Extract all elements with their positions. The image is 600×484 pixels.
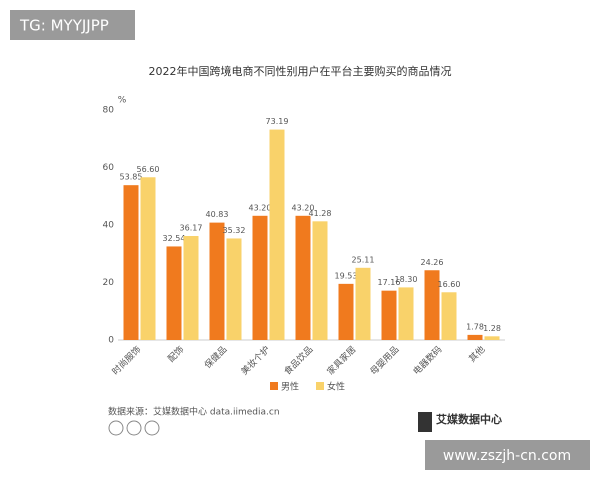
bar (123, 185, 139, 340)
value-label: 25.11 (352, 255, 375, 264)
bar (252, 215, 268, 340)
bar (338, 283, 354, 340)
badge: TG: MYYJJPP (19, 17, 109, 35)
license-icons (108, 420, 160, 436)
value-label: 16.60 (438, 280, 461, 289)
source: 数据来源：艾媒数据中心 data.iimedia.cn (108, 406, 280, 418)
value-label: 19.53 (335, 271, 358, 280)
footer-badge: www.zszjh-cn.com (443, 448, 571, 464)
bar (209, 222, 225, 340)
y-tick-label: 60 (103, 163, 115, 173)
badge-box (10, 10, 135, 40)
logo: 艾媒数据中心 (436, 412, 502, 426)
bar (269, 129, 285, 340)
value-label: 32.54 (163, 234, 186, 243)
footer-badge-box (425, 440, 590, 470)
y-unit: % (118, 96, 127, 106)
legend-swatch (316, 382, 324, 390)
bar (226, 238, 242, 340)
y-tick-label: 20 (103, 278, 115, 288)
value-label: 35.32 (223, 226, 246, 235)
value-label: 53.85 (120, 173, 143, 182)
value-label: 56.60 (137, 165, 160, 174)
bar (381, 290, 397, 340)
value-label: 43.20 (249, 203, 272, 212)
value-label: 40.83 (206, 210, 229, 219)
chart-title: 2022年中国跨境电商不同性别用户在平台主要购买的商品情况 (149, 64, 452, 78)
bar (424, 270, 440, 340)
bar (355, 267, 371, 340)
value-label: 43.20 (292, 203, 315, 212)
value-label: 18.30 (395, 275, 418, 284)
y-tick-label: 40 (103, 221, 115, 231)
value-label: 41.28 (309, 209, 332, 218)
bar (166, 246, 182, 340)
bar (183, 236, 199, 340)
value-label: 36.17 (180, 224, 203, 233)
bar (140, 177, 156, 340)
y-tick-label: 0 (108, 336, 114, 346)
logo-mark (418, 412, 432, 432)
bar (312, 221, 328, 340)
bar (398, 287, 414, 340)
bar (295, 215, 311, 340)
value-label: 1.78 (466, 322, 484, 331)
value-label: 24.26 (421, 258, 444, 267)
y-tick-label: 80 (103, 106, 115, 116)
legend-swatch (270, 382, 278, 390)
legend-label: 男性 (281, 381, 299, 393)
bar (467, 334, 483, 340)
value-label: 17.16 (378, 278, 401, 287)
value-label: 73.19 (266, 117, 289, 126)
legend-label: 女性 (327, 381, 345, 393)
value-label: 1.28 (483, 324, 501, 333)
bar (441, 292, 457, 340)
bar (484, 336, 500, 340)
